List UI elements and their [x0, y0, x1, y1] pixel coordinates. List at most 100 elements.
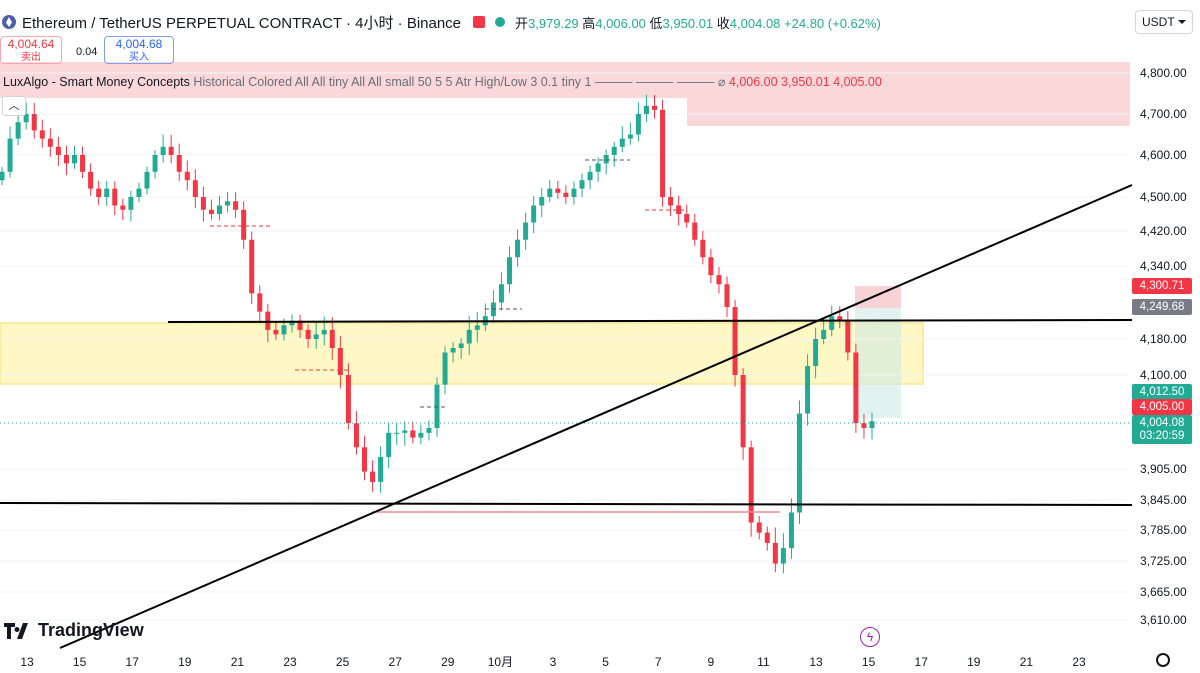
candle-body	[410, 430, 416, 438]
candle-body	[523, 222, 529, 240]
price-tick: 3,610.00	[1140, 613, 1187, 627]
candle-body	[289, 320, 295, 326]
candle-body	[378, 456, 384, 482]
candle-body	[0, 171, 5, 181]
candle-body	[63, 155, 69, 164]
candle-body	[96, 188, 102, 197]
candle-body	[120, 205, 126, 210]
time-axis[interactable]: 13 15 17 19 21 23 25 27 29 10月 3 5 7 9 11 13 15 17 19 21 23	[20, 655, 1086, 669]
smc-zones	[0, 62, 1130, 418]
price-tick: 4,420.00	[1140, 224, 1187, 238]
candle-body	[200, 197, 206, 210]
position-reward-zone	[855, 308, 901, 418]
candle-body	[265, 311, 271, 330]
candle-body	[797, 413, 802, 513]
candle-body	[144, 171, 150, 189]
indicator-legend[interactable]: LuxAlgo - Smart Money Concepts Historica…	[3, 74, 882, 89]
candle-body	[249, 239, 255, 294]
currency-selector[interactable]: USDT	[1135, 10, 1193, 34]
candle-body	[619, 138, 625, 147]
sell-button[interactable]: 4,004.64 卖出	[0, 36, 62, 64]
candle-body	[740, 375, 746, 448]
candle-body	[136, 188, 142, 197]
candle-body	[652, 105, 657, 110]
candle-body	[821, 329, 827, 339]
candle-body	[386, 432, 392, 457]
candle-body	[643, 105, 649, 114]
candle-body	[112, 188, 118, 206]
candle-body	[579, 180, 585, 189]
candle-body	[297, 320, 303, 330]
candle-body	[861, 423, 867, 429]
time-tick: 17	[126, 655, 140, 669]
candle-body	[402, 430, 408, 433]
settings-gear-icon[interactable]	[1156, 653, 1170, 667]
price-axis[interactable]: 4,800.00 4,700.00 4,600.00 4,500.00 4,420.00…	[1140, 66, 1187, 627]
candle-body	[611, 146, 617, 155]
candle-body	[47, 138, 53, 147]
candle-body	[418, 432, 424, 438]
horizontal-resistance-line	[167, 319, 1133, 323]
candle-body	[748, 447, 754, 523]
candle-body	[257, 293, 263, 312]
candle-body	[732, 307, 738, 375]
market-status-icon	[495, 17, 506, 27]
candle-body	[313, 334, 319, 339]
time-tick: 21	[231, 655, 245, 669]
candle-body	[152, 155, 158, 172]
time-tick: 7	[655, 655, 662, 669]
candle-body	[39, 130, 45, 139]
drawn-trendlines[interactable]	[0, 184, 1133, 649]
candle-body	[208, 209, 214, 214]
candle-body	[426, 428, 432, 433]
indicator-name: LuxAlgo - Smart Money Concepts	[3, 75, 190, 89]
candle-body	[716, 275, 722, 285]
time-tick: 25	[336, 655, 350, 669]
price-label: 4,300.71	[1132, 278, 1192, 294]
candle-body	[627, 134, 633, 139]
time-tick: 27	[389, 655, 403, 669]
time-tick: 17	[915, 655, 929, 669]
candle-body	[394, 432, 400, 434]
candle-body	[217, 205, 222, 214]
collapse-legend-button[interactable]: ︿	[2, 96, 26, 116]
candle-body	[587, 171, 593, 181]
candle-body	[724, 284, 730, 308]
candle-body	[160, 146, 166, 155]
buy-button[interactable]: 4,004.68 买入	[104, 36, 174, 64]
candle-body	[563, 192, 569, 197]
time-tick: 19	[967, 655, 981, 669]
symbol-title[interactable]: Ethereum / TetherUS PERPETUAL CONTRACT ·…	[22, 14, 462, 32]
ethereum-icon	[2, 15, 16, 29]
candle-body	[684, 214, 690, 223]
candle-body	[539, 197, 545, 206]
candle-body	[168, 146, 174, 155]
lightning-icon[interactable]: ϟ	[860, 627, 880, 647]
time-tick: 10月	[488, 655, 513, 669]
candle-body	[507, 257, 512, 285]
price-tick: 4,700.00	[1140, 107, 1187, 121]
candle-body	[72, 155, 77, 164]
candle-body	[692, 222, 698, 240]
candle-body	[853, 352, 859, 424]
price-tick: 3,785.00	[1140, 523, 1187, 537]
candle-body	[233, 201, 239, 210]
candle-body	[837, 316, 843, 321]
flag-icon[interactable]	[473, 16, 486, 28]
price-tick: 4,100.00	[1140, 368, 1187, 382]
candle-body	[345, 375, 351, 424]
candle-body	[128, 197, 134, 210]
candle-body	[764, 532, 770, 543]
position-risk-zone	[855, 286, 901, 308]
price-tick: 4,180.00	[1140, 332, 1187, 346]
price-label: 4,005.00	[1132, 399, 1192, 415]
candle-body	[756, 522, 762, 533]
candle-body	[15, 122, 21, 139]
price-label: 4,004.08	[1132, 415, 1192, 431]
time-tick: 23	[1072, 655, 1086, 669]
spread-value: 0.04	[76, 46, 98, 58]
candle-body	[788, 512, 794, 549]
time-tick: 9	[707, 655, 714, 669]
price-tick: 4,800.00	[1140, 66, 1187, 80]
